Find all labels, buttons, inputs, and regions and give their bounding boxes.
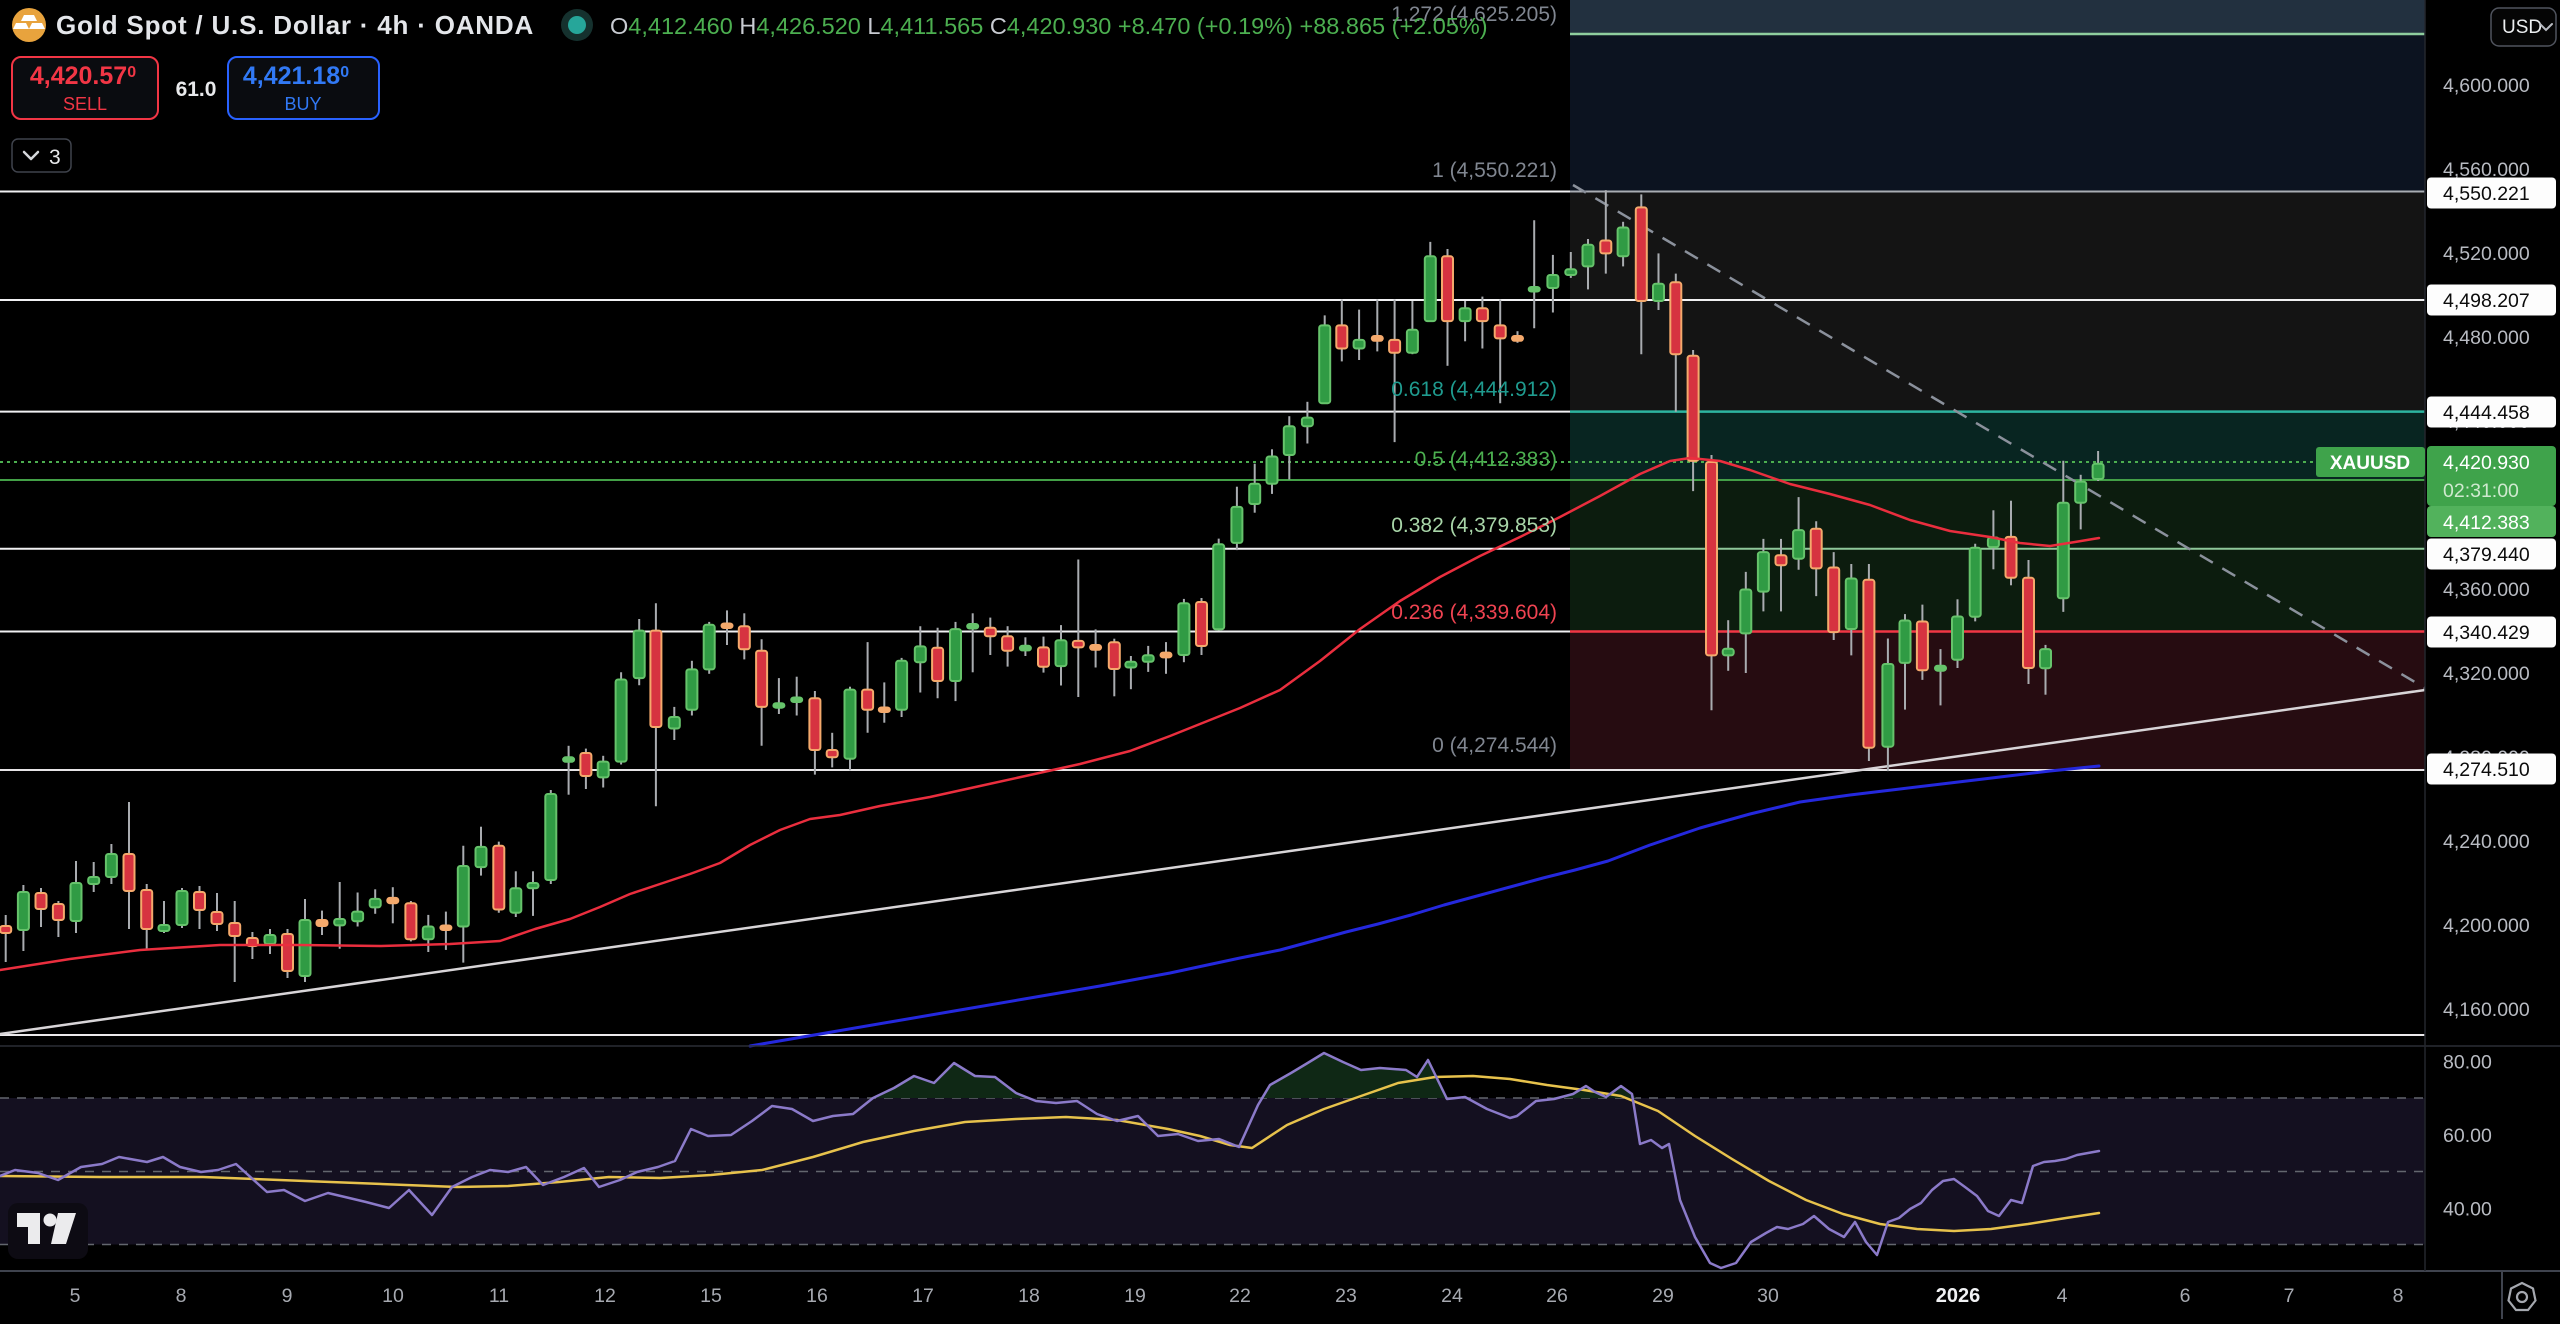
svg-text:22: 22	[1229, 1285, 1251, 1307]
svg-text:4,320.000: 4,320.000	[2443, 663, 2530, 685]
svg-text:12: 12	[594, 1285, 616, 1307]
svg-text:Gold Spot / U.S. Dollar · 4h ·: Gold Spot / U.S. Dollar · 4h · OANDA	[56, 10, 534, 40]
svg-text:61.0: 61.0	[176, 78, 217, 101]
svg-text:4,421.180: 4,421.180	[243, 62, 349, 90]
svg-text:0.5 (4,412.383): 0.5 (4,412.383)	[1415, 448, 1557, 471]
svg-text:29: 29	[1652, 1285, 1674, 1307]
svg-text:3: 3	[49, 146, 61, 169]
svg-text:17: 17	[912, 1285, 934, 1307]
svg-text:0 (4,274.544): 0 (4,274.544)	[1432, 734, 1557, 757]
svg-text:40.00: 40.00	[2443, 1199, 2492, 1221]
svg-text:23: 23	[1335, 1285, 1357, 1307]
svg-text:4,498.207: 4,498.207	[2443, 290, 2530, 312]
svg-text:26: 26	[1546, 1285, 1568, 1307]
svg-text:0.236 (4,339.604): 0.236 (4,339.604)	[1391, 601, 1557, 624]
svg-text:7: 7	[2284, 1285, 2295, 1307]
svg-text:4: 4	[2057, 1285, 2068, 1307]
svg-text:02:31:00: 02:31:00	[2443, 480, 2519, 502]
svg-text:4,520.000: 4,520.000	[2443, 243, 2530, 265]
svg-text:9: 9	[282, 1285, 293, 1307]
svg-text:4,600.000: 4,600.000	[2443, 75, 2530, 97]
svg-text:XAUUSD: XAUUSD	[2330, 453, 2410, 474]
svg-text:2026: 2026	[1936, 1285, 1981, 1307]
svg-text:5: 5	[70, 1285, 81, 1307]
svg-text:8: 8	[2393, 1285, 2404, 1307]
svg-text:4,340.429: 4,340.429	[2443, 622, 2530, 644]
svg-text:4,550.221: 4,550.221	[2443, 183, 2530, 205]
svg-text:18: 18	[1018, 1285, 1040, 1307]
svg-text:4,200.000: 4,200.000	[2443, 915, 2530, 937]
svg-text:4,412.383: 4,412.383	[2443, 512, 2530, 534]
svg-text:4,274.510: 4,274.510	[2443, 759, 2530, 781]
svg-text:11: 11	[489, 1285, 509, 1307]
svg-text:0.382 (4,379.853): 0.382 (4,379.853)	[1391, 514, 1557, 537]
svg-text:80.00: 80.00	[2443, 1052, 2492, 1074]
svg-text:10: 10	[382, 1285, 404, 1307]
svg-text:USD: USD	[2502, 17, 2542, 38]
svg-text:16: 16	[806, 1285, 828, 1307]
svg-text:4,160.000: 4,160.000	[2443, 999, 2530, 1021]
svg-text:4,240.000: 4,240.000	[2443, 831, 2530, 853]
svg-text:O4,412.460 H4,426.520 L4,411.5: O4,412.460 H4,426.520 L4,411.565 C4,420.…	[610, 13, 1488, 39]
svg-text:0.618 (4,444.912): 0.618 (4,444.912)	[1391, 378, 1557, 401]
svg-text:6: 6	[2180, 1285, 2191, 1307]
svg-text:15: 15	[700, 1285, 722, 1307]
svg-text:30: 30	[1757, 1285, 1779, 1307]
svg-text:4,560.000: 4,560.000	[2443, 159, 2530, 181]
svg-text:60.00: 60.00	[2443, 1125, 2492, 1147]
svg-text:4,379.440: 4,379.440	[2443, 544, 2530, 566]
svg-text:4,444.458: 4,444.458	[2443, 402, 2530, 424]
svg-text:SELL: SELL	[63, 94, 107, 114]
svg-text:8: 8	[176, 1285, 187, 1307]
svg-text:4,420.570: 4,420.570	[30, 62, 136, 90]
svg-text:4,420.930: 4,420.930	[2443, 452, 2530, 474]
svg-text:4,480.000: 4,480.000	[2443, 327, 2530, 349]
svg-text:1.272 (4,625.205): 1.272 (4,625.205)	[1391, 3, 1557, 26]
svg-text:24: 24	[1441, 1285, 1463, 1307]
svg-text:19: 19	[1124, 1285, 1146, 1307]
svg-text:1 (4,550.221): 1 (4,550.221)	[1432, 159, 1557, 182]
svg-text:BUY: BUY	[284, 94, 321, 114]
svg-text:4,360.000: 4,360.000	[2443, 579, 2530, 601]
